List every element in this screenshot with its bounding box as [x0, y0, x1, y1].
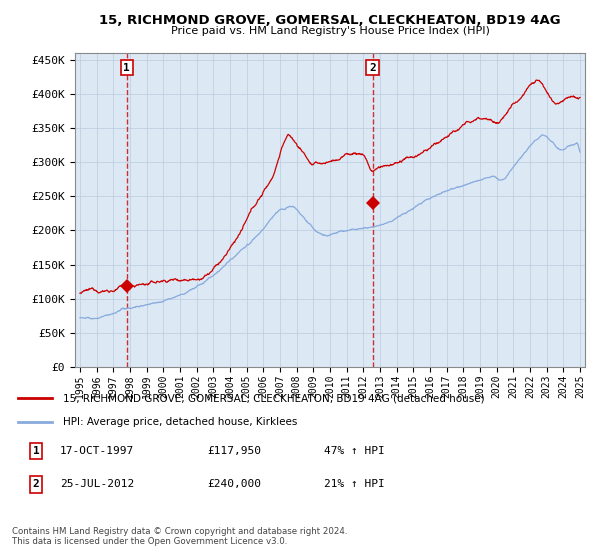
Text: £117,950: £117,950 [207, 446, 261, 456]
Text: Price paid vs. HM Land Registry's House Price Index (HPI): Price paid vs. HM Land Registry's House … [170, 26, 490, 36]
Text: £240,000: £240,000 [207, 479, 261, 489]
Text: 25-JUL-2012: 25-JUL-2012 [60, 479, 134, 489]
Text: 47% ↑ HPI: 47% ↑ HPI [324, 446, 385, 456]
Text: 21% ↑ HPI: 21% ↑ HPI [324, 479, 385, 489]
Text: 2: 2 [369, 63, 376, 73]
Text: HPI: Average price, detached house, Kirklees: HPI: Average price, detached house, Kirk… [64, 417, 298, 427]
Text: 15, RICHMOND GROVE, GOMERSAL, CLECKHEATON, BD19 4AG (detached house): 15, RICHMOND GROVE, GOMERSAL, CLECKHEATO… [64, 394, 485, 404]
Text: 2: 2 [32, 479, 40, 489]
Text: 15, RICHMOND GROVE, GOMERSAL, CLECKHEATON, BD19 4AG: 15, RICHMOND GROVE, GOMERSAL, CLECKHEATO… [99, 14, 561, 27]
Text: Contains HM Land Registry data © Crown copyright and database right 2024.
This d: Contains HM Land Registry data © Crown c… [12, 526, 347, 546]
Text: 1: 1 [123, 63, 130, 73]
Text: 1: 1 [32, 446, 40, 456]
Text: 17-OCT-1997: 17-OCT-1997 [60, 446, 134, 456]
